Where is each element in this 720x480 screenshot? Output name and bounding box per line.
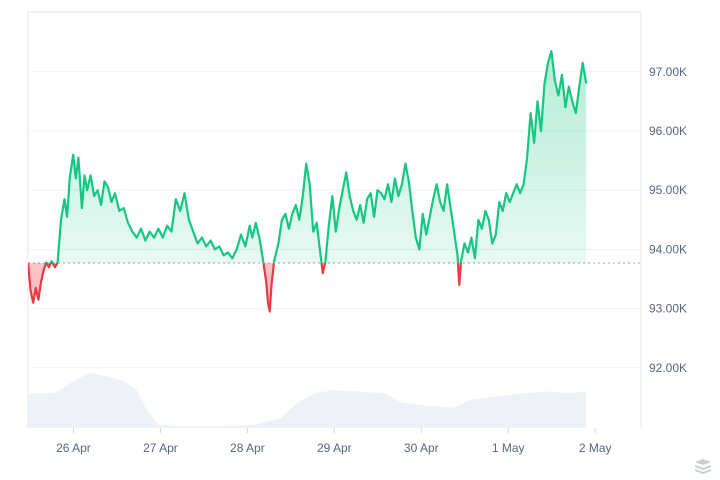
x-tick-label: 28 Apr xyxy=(230,441,265,455)
price-line-up xyxy=(28,50,588,264)
price-area-up xyxy=(28,51,587,264)
volume-area xyxy=(28,372,587,428)
price-line xyxy=(28,50,588,313)
y-tick-label: 92.00K xyxy=(649,361,687,375)
chart-frame xyxy=(27,11,642,428)
y-axis: 97.00K 96.00K 95.00K 94.00K 93.00K 92.00K xyxy=(649,65,687,375)
y-tick-label: 94.00K xyxy=(649,242,687,256)
y-tick-label: 96.00K xyxy=(649,124,687,138)
x-tick-label: 30 Apr xyxy=(404,441,439,455)
x-tick-label: 26 Apr xyxy=(56,441,91,455)
y-tick-label: 97.00K xyxy=(649,65,687,79)
x-tick-label: 27 Apr xyxy=(143,441,178,455)
price-area xyxy=(28,51,587,312)
volume-area-shape xyxy=(28,372,587,428)
x-axis: 26 Apr 27 Apr 28 Apr 29 Apr 30 Apr 1 May 2 May xyxy=(56,428,612,455)
watermark-logo-icon xyxy=(694,459,712,474)
x-tick-label: 1 May xyxy=(492,441,525,455)
x-tick-label: 29 Apr xyxy=(317,441,352,455)
x-tick-label: 2 May xyxy=(579,441,612,455)
y-tick-label: 93.00K xyxy=(649,302,687,316)
y-tick-label: 95.00K xyxy=(649,183,687,197)
watermark xyxy=(694,458,712,474)
plot-border xyxy=(28,11,642,428)
